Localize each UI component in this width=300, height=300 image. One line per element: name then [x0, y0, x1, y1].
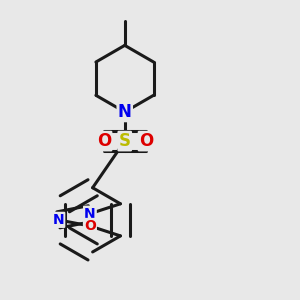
- Text: O: O: [97, 132, 111, 150]
- Text: N: N: [52, 213, 64, 227]
- Text: O: O: [84, 219, 96, 233]
- Text: O: O: [139, 132, 153, 150]
- Text: S: S: [119, 132, 131, 150]
- Text: N: N: [84, 207, 96, 221]
- Text: N: N: [118, 103, 132, 121]
